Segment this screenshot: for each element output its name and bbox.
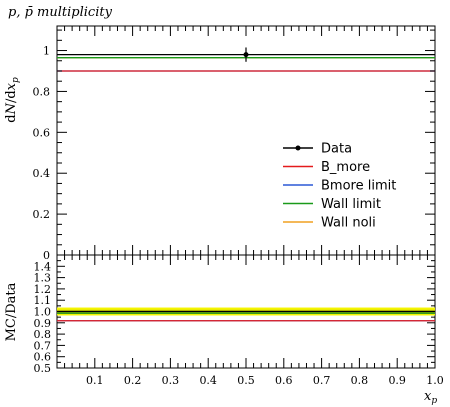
y-tick-label-main: 0.4 [33,167,51,180]
x-tick-label: 0.5 [237,374,255,387]
y-tick-label-ratio: 1.3 [34,272,52,285]
y-tick-label-ratio: 0.5 [34,362,52,375]
y-tick-label-ratio: 1.0 [34,306,52,319]
x-tick-label: 0.6 [275,374,293,387]
x-tick-label: 0.3 [162,374,180,387]
axis-tick-labels: 0.1 0.2 0.3 0.4 0.5 0.6 0.7 0.8 0.9 1.000.20.40.6… [33,45,444,387]
x-tick-label: 0.2 [124,374,142,387]
y-tick-label-ratio: 0.8 [34,328,52,341]
legend-label-b-more: B_more [321,160,370,175]
legend-label-wall-noli: Wall noli [321,216,376,231]
y-tick-label-ratio: 0.9 [34,317,52,330]
y-tick-label-main: 0.8 [33,85,51,98]
x-axis-label: xp [424,389,437,406]
legend-label-bmore-limit: Bmore limit [321,179,396,194]
y-tick-label-ratio: 0.7 [34,339,52,352]
y-tick-label-ratio: 1.4 [34,260,52,273]
x-tick-label: 0.7 [313,374,331,387]
y-tick-label-ratio: 1.1 [34,294,52,307]
legend-label-wall-limit: Wall limit [321,197,381,212]
y-tick-label-main: 0.2 [33,208,51,221]
legend-data-marker [295,145,301,151]
chart-title: p, p̄ multiplicity [8,5,113,20]
y-tick-label-main: 0 [43,249,50,262]
data-point [243,47,249,62]
axis-ticks [57,26,436,369]
legend-label-data: Data [321,142,352,157]
x-tick-label: 0.9 [388,374,406,387]
x-tick-label: 1.0 [426,374,444,387]
x-tick-label: 0.4 [199,374,217,387]
y-axis-label-ratio: MC/Data [4,282,19,341]
legend: Data B_more Bmore limit Wall limit Wall noli [283,142,396,231]
y-tick-label-ratio: 0.6 [34,351,52,364]
y-axis-label-main: dN/dxp [4,77,21,123]
y-tick-label-main: 1 [43,45,50,58]
x-tick-label: 0.8 [351,374,369,387]
x-tick-label: 0.1 [86,374,104,387]
ratio-series-lines [57,310,435,322]
data-point-marker [243,52,249,58]
y-tick-label-ratio: 1.2 [34,283,52,296]
y-tick-label-main: 0.6 [33,126,51,139]
